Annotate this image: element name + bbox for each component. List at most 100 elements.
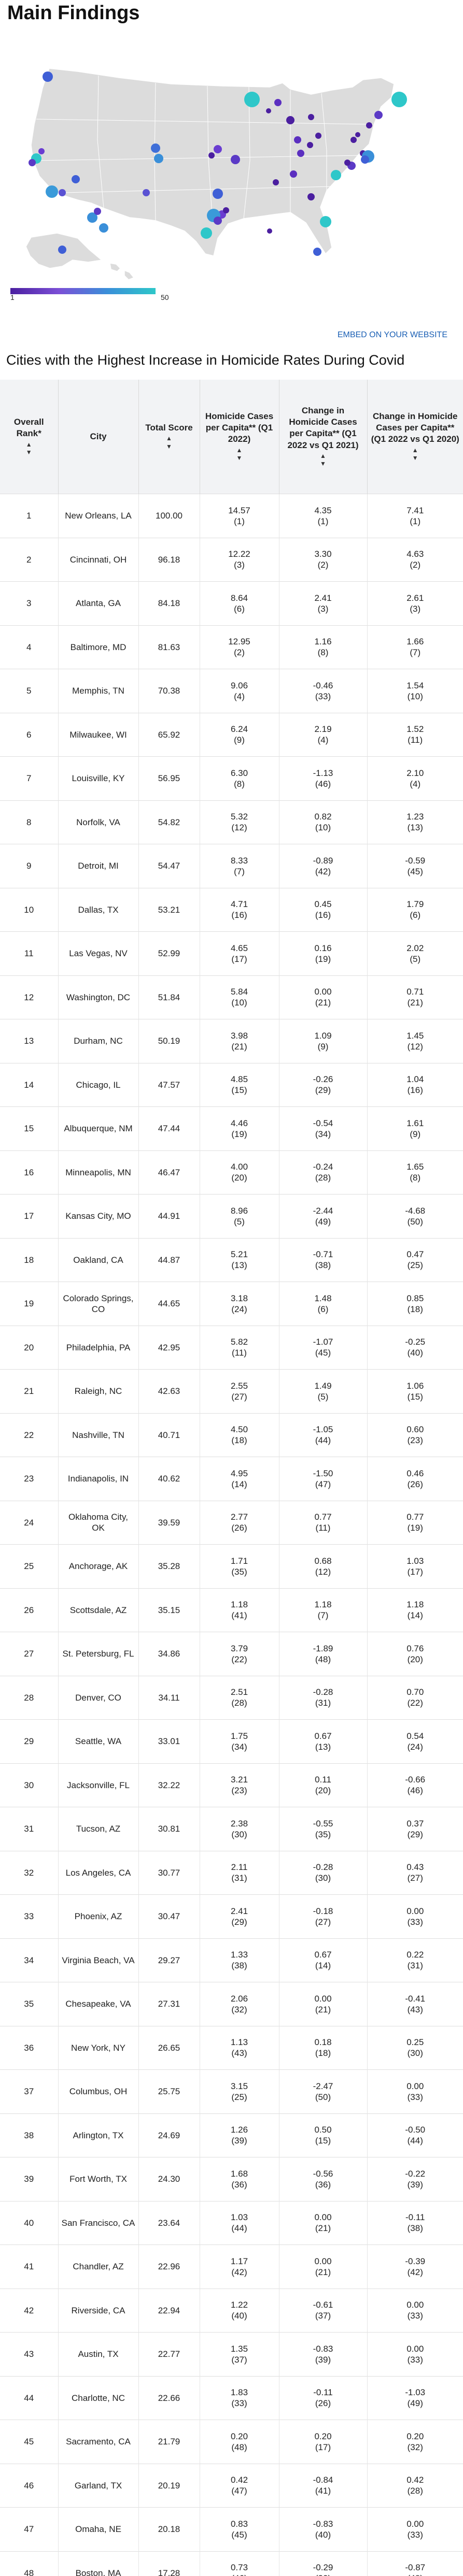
map-marker-anchorage[interactable]	[58, 246, 66, 254]
column-header-total-score[interactable]: Total Score ▲ ▼	[138, 380, 200, 494]
map-marker-louisville[interactable]	[297, 150, 304, 157]
cell-rank: 37	[0, 2069, 58, 2113]
map-marker-garland[interactable]	[223, 207, 229, 213]
map-marker-boston[interactable]	[391, 92, 407, 107]
cell-sub-rank: (14)	[231, 1479, 247, 1489]
cell-value: 0.50	[314, 2125, 332, 2135]
map-marker-lincoln[interactable]	[208, 152, 215, 159]
cell-change-vs-2021: -0.46 (33)	[278, 669, 367, 713]
column-header-change-vs-2020[interactable]: Change in Homicide Cases per Capita** (Q…	[367, 380, 463, 494]
cell-value: 25	[24, 1561, 34, 1572]
map-marker-tucson[interactable]	[99, 223, 108, 233]
cell-value: -1.13	[313, 768, 333, 778]
map-marker-austin[interactable]	[201, 227, 212, 239]
map-marker-indianapolis[interactable]	[294, 136, 301, 143]
cell-sub-rank: (17)	[231, 954, 247, 964]
map-marker-washington[interactable]	[350, 137, 357, 143]
map-marker-philadelphia[interactable]	[366, 122, 372, 128]
cell-city: Columbus, OH	[58, 2069, 138, 2113]
cell-homicide-per-capita: 1.18 (41)	[199, 1588, 279, 1632]
cell-value: 1.52	[406, 724, 424, 734]
cell-rank: 11	[0, 931, 58, 975]
map-marker-new-orleans[interactable]	[267, 228, 272, 234]
cell-city: Fort Worth, TX	[58, 2157, 138, 2201]
map-marker-chesapeake[interactable]	[361, 155, 369, 164]
cell-homicide-per-capita: 1.33 (38)	[199, 1938, 279, 1982]
cell-change-vs-2020: -0.59 (45)	[367, 844, 463, 888]
column-header-homicide-per-capita[interactable]: Homicide Cases per Capita** (Q1 2022) ▲ ▼	[199, 380, 279, 494]
cell-rank: 9	[0, 844, 58, 888]
cell-city: Durham, NC	[58, 1019, 138, 1063]
cell-city: Baltimore, MD	[58, 625, 138, 669]
cell-value: 0.47	[406, 1249, 424, 1259]
column-header-city[interactable]: City	[58, 380, 138, 494]
map-marker-madison[interactable]	[266, 108, 271, 113]
map-marker-san-francisco[interactable]	[29, 159, 36, 166]
cell-city: New Orleans, LA	[58, 494, 138, 538]
map-legend	[10, 288, 156, 294]
map-marker-omaha[interactable]	[214, 145, 222, 153]
table-row: 2 Cincinnati, OH 96.18 12.22 (3) 3.30 (2) 4.63(…	[0, 537, 463, 582]
map-marker-cincinnati[interactable]	[307, 142, 313, 148]
sort-icon[interactable]: ▲ ▼	[166, 435, 172, 451]
cell-sub-rank: (7)	[410, 647, 421, 658]
map-marker-denver[interactable]	[151, 143, 160, 153]
cell-value: 4.65	[230, 943, 248, 953]
us-map[interactable]	[0, 57, 463, 285]
map-marker-oklahoma-city[interactable]	[213, 189, 223, 199]
sort-icon[interactable]: ▲ ▼	[412, 446, 418, 462]
map-marker-st-petersburg[interactable]	[313, 248, 321, 256]
sort-icon[interactable]: ▲ ▼	[236, 446, 243, 462]
cell-change-vs-2021: -1.05 (44)	[278, 1413, 367, 1457]
embed-on-website-link[interactable]: EMBED ON YOUR WEBSITE	[337, 330, 447, 339]
sort-icon[interactable]: ▲ ▼	[320, 452, 326, 468]
map-marker-nashville[interactable]	[290, 170, 297, 178]
map-marker-las-vegas[interactable]	[72, 175, 80, 183]
cell-sub-rank: (21)	[231, 1041, 247, 1052]
map-marker-chicago[interactable]	[286, 116, 294, 124]
cell-value: 1.49	[314, 1380, 332, 1391]
map-marker-albuquerque[interactable]	[143, 189, 150, 196]
map-marker-baltimore[interactable]	[355, 132, 360, 137]
map-marker-new-york[interactable]	[374, 111, 383, 119]
map-hawaii-2	[124, 269, 135, 280]
map-marker-memphis[interactable]	[273, 179, 279, 185]
map-marker-los-angeles[interactable]	[46, 185, 58, 198]
cell-city: Charlotte, NC	[58, 2376, 138, 2420]
sort-icon[interactable]: ▲ ▼	[25, 440, 32, 456]
cell-change-vs-2021: -0.84 (41)	[278, 2463, 367, 2508]
cell-homicide-per-capita: 8.33 (7)	[199, 844, 279, 888]
map-marker-minneapolis[interactable]	[244, 92, 260, 107]
cell-rank: 6	[0, 712, 58, 757]
cell-value: Oklahoma City, OK	[68, 1512, 128, 1533]
map-marker-atlanta[interactable]	[307, 193, 315, 200]
map-marker-durham[interactable]	[344, 160, 350, 166]
map-marker-milwaukee[interactable]	[274, 99, 282, 106]
map-marker-jacksonville[interactable]	[320, 216, 331, 227]
cell-homicide-per-capita: 3.15 (25)	[199, 2069, 279, 2113]
map-marker-riverside[interactable]	[59, 189, 66, 196]
map-marker-sacramento[interactable]	[38, 148, 45, 154]
column-header-change-vs-2021[interactable]: Change in Homicide Cases per Capita** (Q…	[278, 380, 367, 494]
map-marker-phoenix[interactable]	[87, 212, 97, 223]
map-marker-seattle[interactable]	[43, 71, 53, 82]
column-header-overall-rank[interactable]: Overall Rank* ▲ ▼	[0, 380, 58, 494]
cell-rank: 22	[0, 1413, 58, 1457]
map-marker-detroit[interactable]	[308, 114, 314, 120]
cell-value: 2.11	[231, 1862, 248, 1872]
map-city-markers[interactable]	[29, 71, 407, 256]
cell-value: 1.75	[230, 1731, 248, 1741]
cell-rank: 34	[0, 1938, 58, 1982]
map-marker-columbus[interactable]	[315, 133, 321, 139]
cell-homicide-per-capita: 5.84 (10)	[199, 975, 279, 1019]
cell-value: Chesapeake, VA	[65, 1999, 131, 2009]
us-map-svg[interactable]	[0, 57, 463, 285]
map-marker-charlotte[interactable]	[331, 170, 341, 180]
map-marker-kansas-city[interactable]	[231, 155, 240, 164]
map-marker-scottsdale[interactable]	[94, 208, 101, 215]
map-marker-colorado-springs[interactable]	[154, 154, 163, 163]
map-marker-arlington[interactable]	[214, 217, 222, 225]
cell-value: 0.20	[314, 2431, 332, 2441]
cell-value: -0.25	[405, 1337, 426, 1347]
cell-value: -0.61	[313, 2300, 333, 2310]
